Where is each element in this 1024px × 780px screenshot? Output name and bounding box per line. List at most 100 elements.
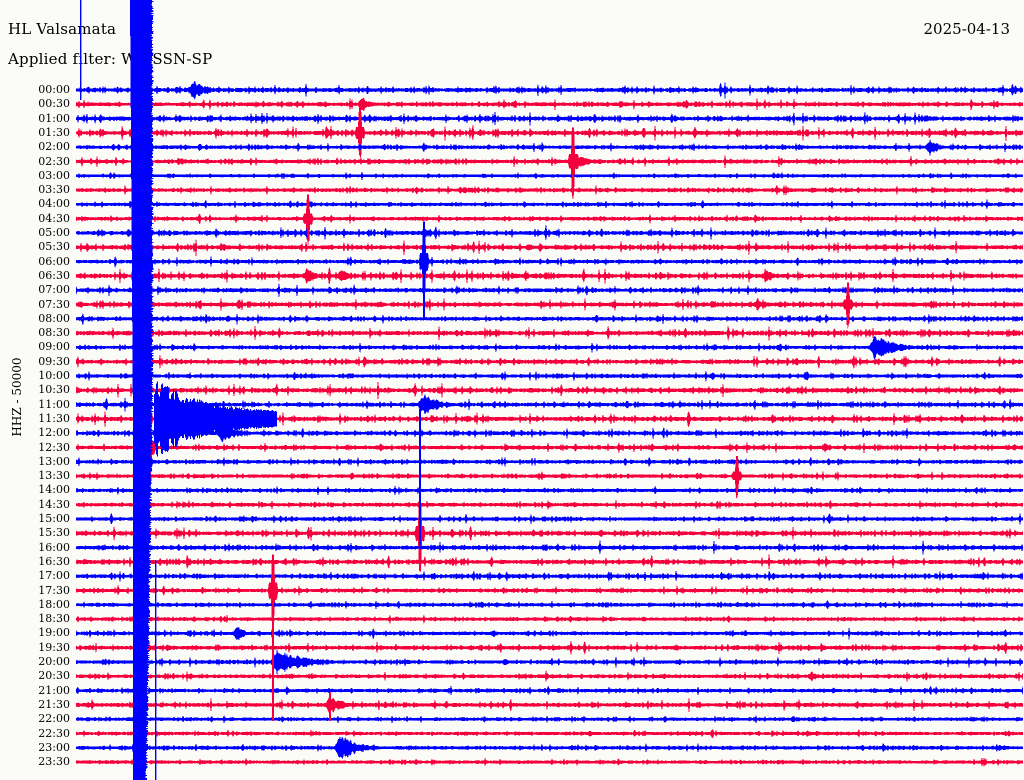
trace-row [76,669,1023,683]
time-tick-1030: 10:30 [38,383,70,397]
trace-row [76,324,1023,343]
time-tick-1400: 14:00 [38,483,70,497]
station-title: HL Valsamata [8,20,117,38]
trace-row [76,353,1023,370]
trace-row [76,80,1023,101]
time-tick-0630: 06:30 [38,268,70,282]
trace-row [76,393,1023,415]
time-tick-0700: 07:00 [38,283,70,297]
time-tick-0030: 00:30 [38,97,70,111]
time-tick-1830: 18:30 [38,612,70,626]
time-tick-1130: 11:30 [38,411,70,425]
clipped-spike [307,206,309,235]
trace-row [76,424,1023,443]
clipped-spike [736,463,738,493]
trace-row [76,499,1023,511]
trace-row [76,312,1023,326]
time-tick-0000: 00:00 [38,83,70,96]
trace-row [76,403,1023,436]
time-tick-1100: 11:00 [38,397,70,411]
clipped-spike [419,408,421,546]
time-tick-1900: 19:00 [38,626,70,640]
time-tick-1230: 12:30 [38,440,70,454]
trace-row [76,237,1023,259]
applied-filter-label: Applied filter: WWSSN-SP [8,50,213,68]
time-tick-0830: 08:30 [38,326,70,340]
time-tick-0230: 02:30 [38,154,70,168]
time-tick-2330: 23:30 [38,755,70,769]
trace-row [76,456,1023,499]
time-tick-2200: 22:00 [38,712,70,726]
trace-row [76,736,1023,759]
trace-row [76,614,1023,625]
time-tick-0530: 05:30 [38,240,70,254]
trace-row [76,552,1023,571]
trace-row [76,485,1023,496]
time-tick-1500: 15:00 [38,512,70,525]
time-tick-1430: 14:30 [38,497,70,511]
trace-row [76,380,1023,401]
time-tick-0900: 09:00 [38,340,70,354]
clipped-spike [329,692,331,722]
trace-row [76,97,1023,112]
trace-row [76,512,1023,526]
time-tick-0330: 03:30 [38,183,70,197]
time-tick-1730: 17:30 [38,583,70,597]
time-tick-0600: 06:00 [38,254,70,268]
time-tick-2130: 21:30 [38,697,70,711]
trace-row [76,499,1023,572]
time-tick-1330: 13:30 [38,469,70,483]
trace-row [76,267,1023,286]
trace-row [76,714,1023,725]
trace-row [76,728,1023,739]
time-tick-0930: 09:30 [38,354,70,368]
trace-group [76,0,1023,780]
trace-row [76,198,1023,210]
time-tick-0730: 07:30 [38,297,70,311]
trace-row [76,335,1023,360]
trace-row [76,417,1023,480]
trace-row [76,282,1023,330]
time-tick-1530: 15:30 [38,526,70,540]
time-tick-1600: 16:00 [38,540,70,554]
trace-row [76,170,1023,182]
time-tick-0200: 02:00 [38,140,70,154]
time-tick-1000: 10:00 [38,369,70,382]
time-tick-0430: 04:30 [38,211,70,225]
time-tick-1930: 19:30 [38,640,70,654]
trace-row [76,223,1023,242]
clipped-spike [572,145,574,182]
time-tick-2000: 20:00 [38,655,70,668]
clipped-spike [359,106,361,137]
trace-row [76,569,1023,583]
time-tick-0130: 01:30 [38,125,70,139]
time-tick-2100: 21:00 [38,683,70,697]
seismogram-canvas [76,0,1024,780]
trace-row [76,282,1023,299]
trace-row [76,370,1023,383]
time-tick-1200: 12:00 [38,426,70,440]
time-tick-2230: 22:30 [38,726,70,740]
time-tick-2030: 20:30 [38,669,70,683]
time-tick-2300: 23:00 [38,740,70,754]
time-tick-1300: 13:00 [38,454,70,468]
time-tick-1800: 18:00 [38,597,70,611]
trace-row [76,110,1023,128]
trace-row [76,456,1023,468]
clipped-spike [272,578,274,722]
clipped-spike [423,249,425,318]
trace-row [76,757,1023,768]
time-tick-0400: 04:00 [38,197,70,211]
trace-row [76,184,1023,197]
trace-row [76,626,1023,641]
trace-row [76,600,1023,611]
time-tick-0500: 05:00 [38,226,70,239]
trace-row [76,648,1023,676]
trace-row [76,539,1023,557]
time-tick-1700: 17:00 [38,569,70,583]
trace-row [76,640,1023,656]
time-tick-1630: 16:30 [38,554,70,568]
trace-row [76,106,1023,161]
time-tick-0100: 01:00 [38,111,70,125]
